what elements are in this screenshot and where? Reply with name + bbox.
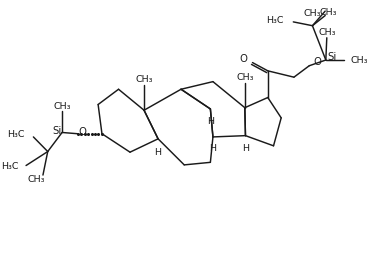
Text: O: O — [313, 57, 321, 67]
Text: H: H — [155, 148, 162, 157]
Text: H: H — [207, 116, 214, 125]
Text: CH₃: CH₃ — [53, 102, 71, 111]
Text: CH₃: CH₃ — [320, 8, 337, 17]
Text: CH₃: CH₃ — [236, 73, 254, 82]
Text: CH₃: CH₃ — [304, 9, 321, 18]
Text: O: O — [239, 54, 247, 65]
Text: CH₃: CH₃ — [135, 75, 153, 84]
Text: CH₃: CH₃ — [318, 27, 336, 36]
Text: Si: Si — [53, 126, 62, 135]
Text: O: O — [78, 126, 86, 136]
Text: CH₃: CH₃ — [350, 56, 368, 65]
Text: H: H — [209, 144, 216, 153]
Text: Si: Si — [327, 52, 336, 62]
Text: H₃C: H₃C — [266, 16, 284, 25]
Text: H: H — [242, 144, 249, 153]
Text: H₃C: H₃C — [7, 130, 25, 139]
Text: H₃C: H₃C — [1, 162, 19, 171]
Text: CH₃: CH₃ — [28, 175, 45, 184]
